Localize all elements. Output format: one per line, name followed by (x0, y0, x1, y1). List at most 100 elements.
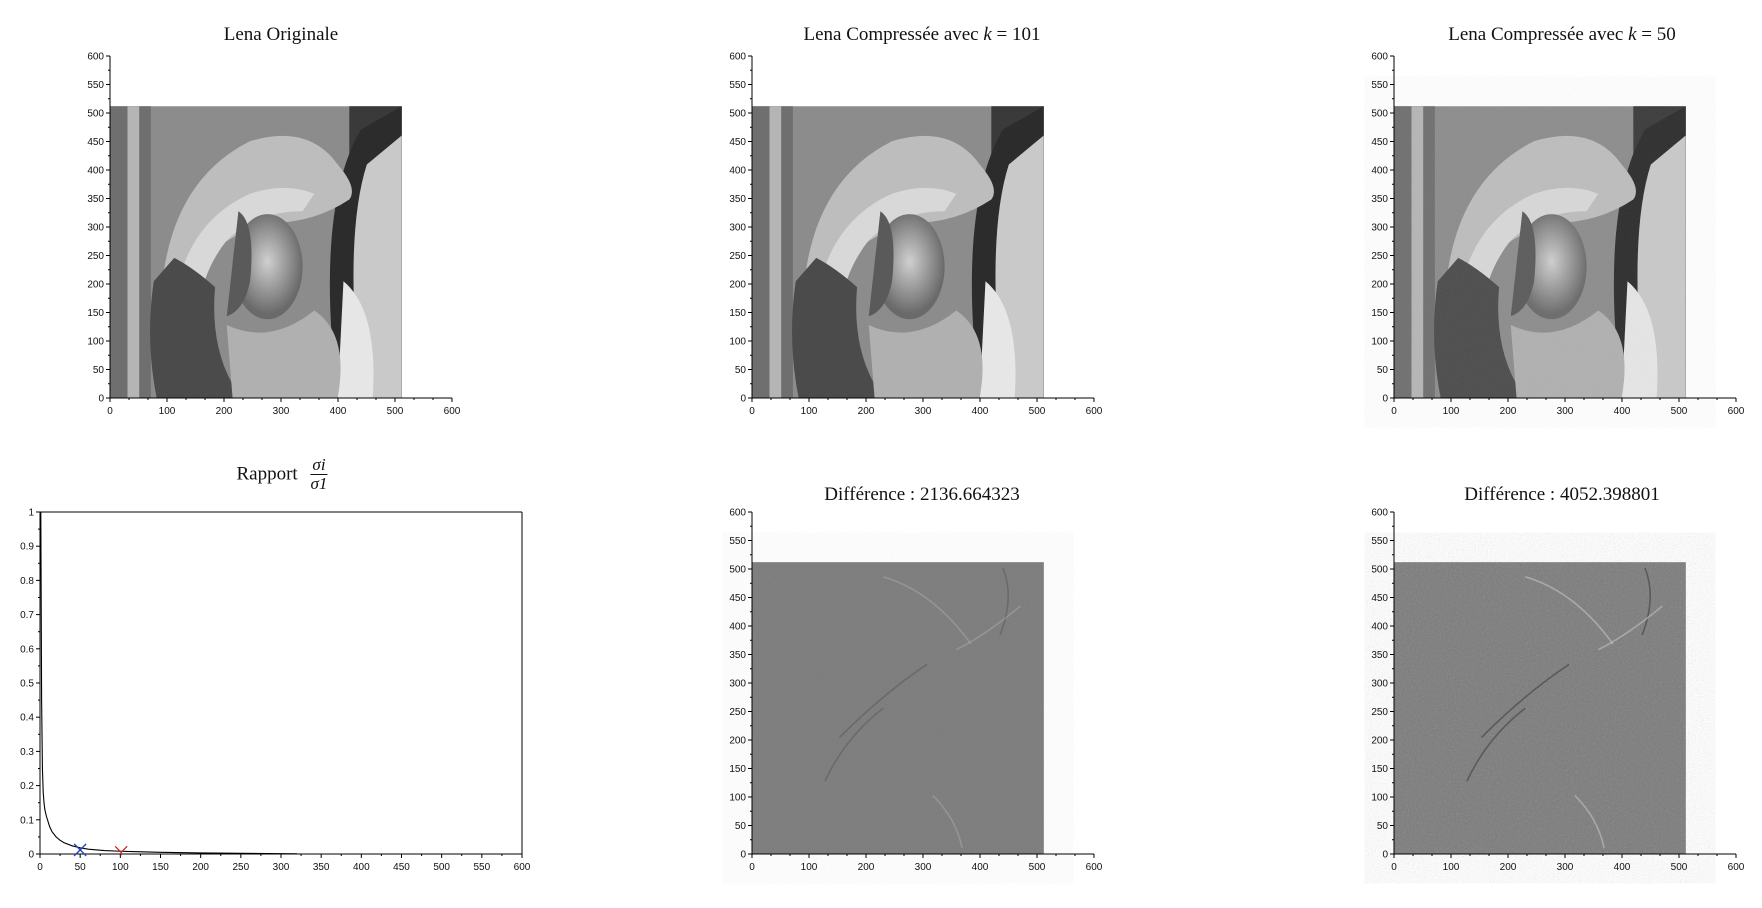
y-tick-label: 100 (729, 337, 746, 348)
x-tick-label: 200 (1500, 406, 1517, 417)
y-tick-label: 150 (1371, 764, 1388, 775)
title-k101: Lena Compressée avec k = 101 (803, 24, 1041, 45)
y-tick-label: 50 (735, 365, 747, 376)
y-tick-label: 450 (87, 137, 104, 148)
x-tick-label: 300 (915, 862, 932, 873)
x-tick-label: 550 (473, 862, 490, 873)
title-diff50: Différence : 4052.398801 (1464, 484, 1660, 505)
y-tick-label: 250 (1371, 251, 1388, 262)
y-tick-label: 450 (729, 137, 746, 148)
y-tick-label: 450 (1371, 593, 1388, 604)
y-tick-label: 50 (735, 821, 747, 832)
y-tick-label: 100 (1371, 793, 1388, 804)
difference-edge (1641, 567, 1652, 636)
y-tick-label: 200 (1371, 280, 1388, 291)
x-tick-label: 450 (393, 862, 410, 873)
y-tick-label: 300 (729, 679, 746, 690)
y-tick-label: 250 (729, 251, 746, 262)
x-tick-label: 100 (112, 862, 129, 873)
y-tick-label: 100 (1371, 337, 1388, 348)
y-tick-label: 350 (87, 194, 104, 205)
y-tick-label: 150 (87, 308, 104, 319)
title-diff101: Différence : 2136.664323 (824, 484, 1020, 505)
y-tick-label: 300 (87, 223, 104, 234)
x-tick-label: 0 (1391, 406, 1397, 417)
y-tick-label: 0.1 (20, 815, 34, 826)
y-tick-label: 550 (87, 80, 104, 91)
y-tick-label: 600 (729, 508, 746, 519)
y-tick-label: 50 (1377, 365, 1389, 376)
y-tick-label: 550 (1371, 536, 1388, 547)
x-tick-label: 600 (514, 862, 531, 873)
x-tick-label: 300 (273, 862, 290, 873)
difference-edge (1574, 795, 1605, 849)
x-tick-label: 300 (915, 406, 932, 417)
y-tick-label: 250 (729, 707, 746, 718)
y-tick-label: 450 (729, 593, 746, 604)
difference-edge (1466, 707, 1526, 782)
y-tick-label: 500 (729, 565, 746, 576)
y-tick-label: 0.5 (20, 679, 34, 690)
y-tick-label: 150 (729, 764, 746, 775)
y-tick-label: 500 (87, 109, 104, 120)
y-tick-label: 600 (1371, 52, 1388, 63)
y-tick-label: 550 (1371, 80, 1388, 91)
x-tick-label: 500 (387, 406, 404, 417)
plot-ratio: 0 50 100 150 200 250 300 350 400 450 500 550 600 0 0.1… (20, 508, 531, 874)
x-tick-label: 500 (1029, 406, 1046, 417)
plot-k101: 0 100 200 300 400 500 600 0 50 100 150 200 250 300 350… (729, 52, 1102, 418)
y-tick-label: 300 (1371, 679, 1388, 690)
x-tick-label: 0 (749, 406, 755, 417)
title-original: Lena Originale (223, 24, 339, 45)
x-tick-label: 0 (1391, 862, 1397, 873)
y-tick-label: 250 (1371, 707, 1388, 718)
marker-k50 (73, 843, 87, 857)
plot-diff101: 0 100 200 300 400 500 600 0 50 100 150 200 250 300 350… (729, 508, 1102, 874)
x-tick-label: 600 (1086, 862, 1103, 873)
x-tick-label: 300 (1557, 862, 1574, 873)
marker-k101 (114, 845, 122, 853)
y-tick-label: 200 (729, 736, 746, 747)
y-tick-label: 350 (1371, 194, 1388, 205)
x-tick-label: 50 (75, 862, 87, 873)
y-tick-label: 600 (87, 52, 104, 63)
x-tick-label: 600 (444, 406, 461, 417)
x-tick-label: 100 (1443, 862, 1460, 873)
plot-k50: 0 100 200 300 400 500 600 0 50 100 150 200 250 300 350… (1371, 52, 1744, 418)
difference-edge (1481, 663, 1570, 738)
y-tick-label: 1 (28, 508, 34, 519)
y-tick-label: 400 (729, 166, 746, 177)
x-tick-label: 200 (858, 406, 875, 417)
y-tick-label: 500 (729, 109, 746, 120)
x-tick-label: 500 (1671, 406, 1688, 417)
y-tick-label: 0 (1382, 850, 1388, 861)
y-tick-label: 550 (729, 80, 746, 91)
plot-diff50: 0 100 200 300 400 500 600 0 50 100 150 200 250 300 350… (1371, 508, 1744, 874)
difference-edge (839, 663, 928, 738)
x-tick-label: 500 (433, 862, 450, 873)
x-tick-label: 600 (1728, 406, 1745, 417)
x-tick-label: 400 (330, 406, 347, 417)
x-tick-label: 200 (858, 862, 875, 873)
y-tick-label: 0.3 (20, 747, 34, 758)
y-tick-label: 350 (729, 194, 746, 205)
y-tick-label: 200 (1371, 736, 1388, 747)
x-tick-label: 300 (1557, 406, 1574, 417)
x-tick-label: 400 (972, 406, 989, 417)
y-tick-label: 300 (1371, 223, 1388, 234)
y-tick-label: 0.8 (20, 576, 34, 587)
y-tick-label: 0.2 (20, 781, 34, 792)
y-tick-label: 600 (1371, 508, 1388, 519)
y-tick-label: 0.7 (20, 610, 34, 621)
y-tick-label: 100 (87, 337, 104, 348)
difference-edge (955, 605, 1022, 651)
difference-edge (1597, 605, 1664, 651)
y-tick-label: 150 (1371, 308, 1388, 319)
x-tick-label: 0 (749, 862, 755, 873)
x-tick-label: 200 (192, 862, 209, 873)
y-tick-label: 0 (740, 850, 746, 861)
lena-image (110, 106, 402, 398)
x-tick-label: 400 (353, 862, 370, 873)
difference-texture (752, 562, 1044, 854)
